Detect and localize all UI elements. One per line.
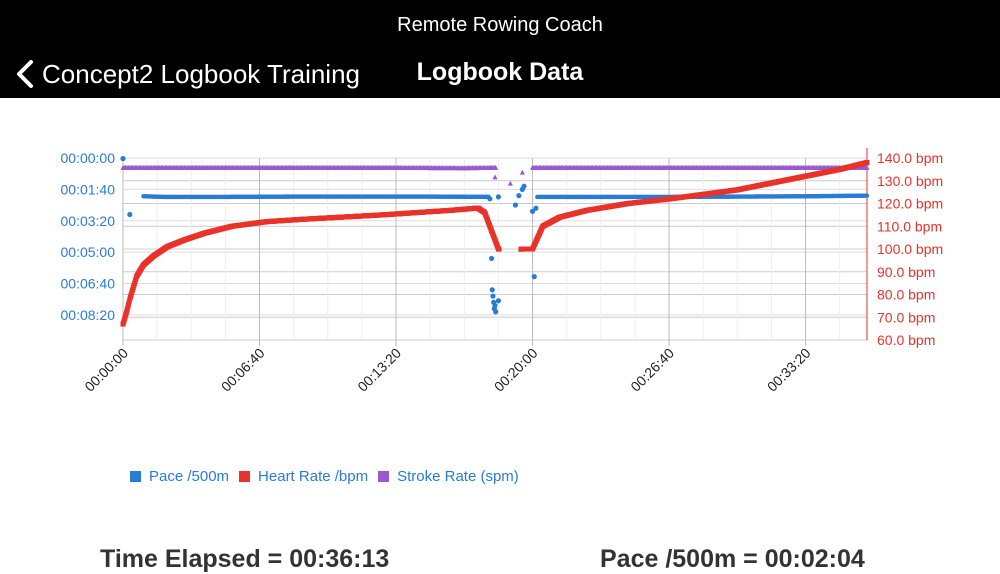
y-left-tick-label: 00:03:20 [61, 213, 116, 229]
stroke-rate-point [519, 169, 525, 175]
y-left-tick-label: 00:08:20 [61, 307, 116, 323]
app-title: Remote Rowing Coach [397, 14, 603, 36]
pace-stat: Pace /500m = 00:02:04 [600, 545, 865, 573]
pace-point [512, 202, 519, 208]
x-tick-label: 00:26:40 [627, 345, 677, 395]
legend-item-pace[interactable]: Pace /500m [130, 468, 229, 485]
pace-point [521, 183, 527, 189]
legend-item-heart-rate[interactable]: Heart Rate /bpm [239, 468, 368, 485]
time-elapsed-stat: Time Elapsed = 00:36:13 [100, 545, 390, 573]
pace-point [490, 293, 496, 299]
legend-label-pace: Pace /500m [149, 468, 230, 485]
legend-swatch-heart-rate [239, 471, 251, 482]
heart-rate-point [125, 304, 131, 310]
legend-label-stroke-rate: Stroke Rate (spm) [397, 468, 519, 485]
y-right-tick-label: 70.0 bpm [877, 309, 935, 325]
y-right-tick-label: 130.0 bpm [877, 173, 943, 189]
y-right-tick-label: 140.0 bpm [877, 150, 943, 166]
navigation-bar: Remote Rowing Coach Concept2 Logbook Tra… [0, 0, 1000, 98]
pace-point [495, 298, 502, 304]
pace-point [488, 255, 495, 262]
legend-swatch-pace [130, 471, 141, 482]
y-left-tick-label: 00:00:00 [61, 150, 116, 166]
heart-rate-point [864, 160, 870, 166]
y-right-tick-label: 120.0 bpm [877, 196, 943, 212]
heart-rate-point [123, 310, 129, 316]
stroke-rate-point [493, 164, 499, 170]
pace-point [864, 193, 870, 198]
logbook-chart: 00:00:00 00:01:40 00:03:20 00:05:00 00:06:40… [61, 148, 943, 395]
heart-rate-point [125, 302, 131, 308]
pace-point [529, 208, 536, 214]
stroke-rate-point [492, 174, 498, 180]
pace-point [533, 205, 539, 211]
pace-point [495, 194, 502, 200]
pace-point [487, 196, 493, 202]
x-tick-label: 00:13:20 [354, 345, 404, 395]
heart-rate-point [124, 307, 130, 313]
y-right-tick-label: 100.0 bpm [877, 241, 943, 257]
heart-rate-point [496, 246, 502, 252]
back-button[interactable]: Concept2 Logbook Training [14, 56, 360, 92]
y-right-tick-label: 60.0 bpm [877, 332, 935, 348]
page-title-text: Logbook Data [416, 58, 584, 86]
page-title: Logbook Data [0, 58, 1000, 87]
legend-item-stroke-rate[interactable]: Stroke Rate (spm) [378, 468, 519, 485]
y-right-tick-label: 90.0 bpm [877, 264, 935, 280]
stroke-rate-point [864, 164, 870, 170]
y-left-tick-label: 00:06:40 [61, 276, 116, 292]
x-tick-label: 00:06:40 [218, 345, 268, 395]
legend-label-heart-rate: Heart Rate /bpm [258, 468, 369, 485]
chart-legend: Pace /500m Heart Rate /bpm Stroke Rate (… [130, 468, 529, 485]
pace-point [531, 274, 537, 280]
pace-point [120, 156, 126, 162]
x-tick-label: 00:33:20 [764, 345, 814, 395]
pace-point [492, 302, 498, 309]
y-right-tick-label: 80.0 bpm [877, 287, 935, 303]
heart-rate-point [126, 299, 132, 305]
pace-point [516, 193, 522, 199]
chevron-left-icon [17, 60, 33, 88]
back-button-label: Concept2 Logbook Training [42, 58, 361, 89]
pace-point [493, 309, 499, 315]
y-left-tick-label: 00:01:40 [61, 181, 116, 197]
y-left-tick-label: 00:05:00 [61, 244, 116, 260]
x-tick-label: 00:20:00 [491, 345, 541, 395]
x-tick-label: 00:00:00 [81, 345, 131, 395]
pace-point [489, 287, 495, 293]
y-right-tick-label: 110.0 bpm [877, 218, 942, 234]
legend-swatch-stroke-rate [378, 471, 390, 482]
pace-point [127, 211, 133, 218]
stroke-rate-point [507, 180, 513, 186]
